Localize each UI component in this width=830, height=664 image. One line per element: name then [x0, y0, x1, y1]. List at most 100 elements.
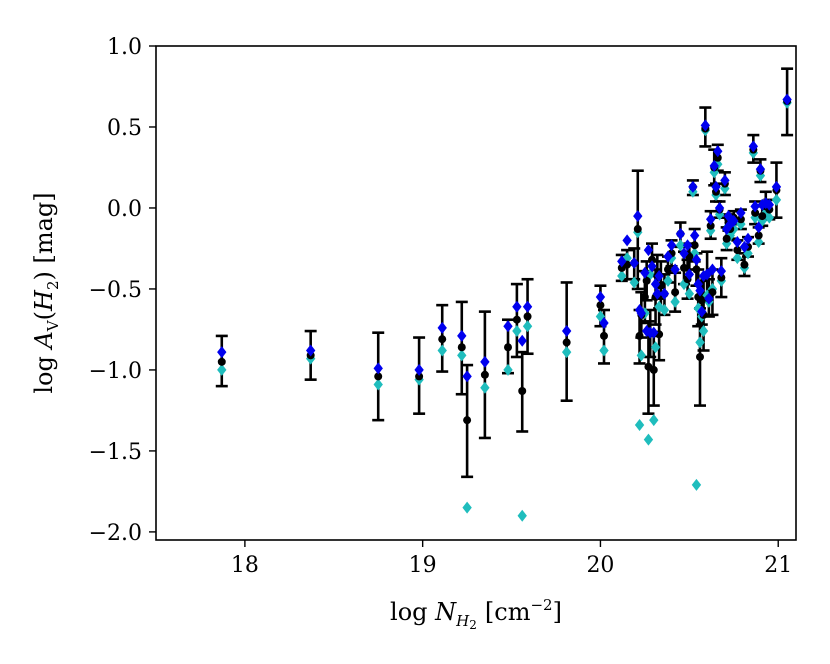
black-circle-point [635, 331, 644, 340]
blue-diamond-point [782, 93, 792, 106]
black-circle-point [596, 301, 605, 310]
blue-diamond-point [755, 163, 766, 176]
blue-diamond-point [682, 239, 693, 252]
black-circle-point [649, 365, 658, 374]
cyan-diamond-point [512, 325, 522, 338]
cyan-diamond-point [691, 478, 702, 491]
black-circle-point [562, 338, 571, 347]
y-tick-label: 0.0 [107, 197, 142, 222]
blue-diamond-point [732, 235, 743, 248]
black-circle-point [706, 221, 715, 230]
blue-diamond-point [217, 346, 227, 359]
y-tick-label: 0.5 [107, 116, 142, 141]
cyan-diamond-point [757, 214, 767, 227]
blue-diamond-point [761, 197, 771, 210]
black-circle-point [633, 225, 642, 234]
cyan-diamond-point [721, 237, 732, 250]
blue-diamond-point [457, 329, 467, 342]
blue-diamond-point [693, 278, 703, 291]
black-circle-point [463, 416, 472, 425]
blue-diamond-point [305, 344, 316, 357]
cyan-diamond-point [643, 433, 654, 446]
y-tick-label: −0.5 [89, 278, 142, 303]
blue-diamond-point [743, 232, 753, 245]
blue-diamond-point [716, 265, 727, 278]
black-circle-point [504, 343, 512, 352]
black-circle-point [696, 352, 704, 361]
cyan-diamond-point [650, 341, 661, 354]
blue-diamond-point [647, 260, 657, 273]
blue-diamond-point [689, 229, 700, 242]
cyan-diamond-point [725, 229, 735, 242]
cyan-diamond-point [753, 235, 764, 248]
black-circle-point [415, 372, 424, 381]
cyan-diamond-point [636, 349, 647, 362]
x-tick-label: 20 [586, 553, 614, 578]
y-tick-label: −1.0 [89, 359, 142, 384]
cyan-diamond-point [617, 269, 627, 282]
blue-diamond-point [659, 287, 670, 300]
cyan-diamond-point [457, 349, 467, 362]
cyan-diamond-point [217, 363, 227, 376]
black-circle-point [374, 372, 383, 381]
cyan-diamond-point [732, 252, 743, 265]
black-circle-point [523, 312, 532, 321]
blue-diamond-point [695, 284, 705, 297]
blue-diamond-point [650, 278, 661, 291]
black-circle-point [733, 246, 742, 255]
blue-diamond-point [750, 200, 760, 213]
blue-diamond-point [503, 320, 513, 333]
black-circle-point [717, 273, 726, 282]
cyan-diamond-point [670, 295, 680, 308]
blue-diamond-point [652, 287, 663, 300]
blue-diamond-point [748, 140, 759, 153]
blue-diamond-point [753, 221, 764, 234]
blue-diamond-point [633, 210, 643, 223]
blue-diamond-point [629, 257, 639, 270]
blue-diamond-point [480, 355, 490, 368]
cyan-diamond-point [675, 239, 686, 252]
blue-diamond-point [764, 198, 775, 211]
black-circle-point [438, 335, 447, 344]
cyan-diamond-point [689, 247, 700, 260]
blue-diamond-point [707, 263, 718, 276]
blue-diamond-point [517, 334, 527, 347]
plot-frame [155, 45, 797, 541]
blue-diamond-point [721, 223, 732, 236]
black-circle-point [754, 231, 763, 240]
cyan-diamond-point [599, 344, 609, 357]
blue-diamond-point [643, 244, 654, 257]
cyan-diamond-point [771, 193, 782, 206]
blue-diamond-point [666, 239, 677, 252]
blue-diamond-point [636, 307, 647, 320]
blue-diamond-point [622, 234, 632, 247]
blue-diamond-point [561, 325, 572, 338]
cyan-diamond-point [522, 320, 533, 333]
blue-diamond-point [640, 266, 650, 279]
black-circle-point [640, 293, 649, 302]
blue-diamond-point [617, 255, 627, 268]
blue-diamond-point [675, 227, 686, 240]
black-circle-point [690, 241, 699, 250]
cyan-diamond-point [634, 419, 645, 432]
cyan-diamond-point [663, 274, 673, 287]
black-circle-point [697, 296, 706, 305]
blue-diamond-point [599, 316, 609, 329]
blue-diamond-point [437, 321, 447, 334]
blue-diamond-point [663, 250, 673, 263]
cyan-diamond-point [437, 344, 447, 357]
blue-diamond-point [512, 300, 522, 313]
black-circle-point [457, 343, 466, 352]
y-tick-label: 1.0 [107, 35, 142, 60]
cyan-diamond-point [561, 346, 572, 359]
cyan-diamond-point [645, 268, 655, 281]
cyan-diamond-point [709, 166, 719, 179]
blue-diamond-point [711, 180, 721, 193]
blue-diamond-point [373, 362, 383, 375]
x-axis-label: log NH2 [cm−2] [390, 596, 562, 632]
blue-diamond-point [654, 269, 664, 282]
black-circle-point [671, 288, 680, 297]
blue-diamond-point [713, 145, 723, 158]
cyan-diamond-point [629, 276, 639, 289]
